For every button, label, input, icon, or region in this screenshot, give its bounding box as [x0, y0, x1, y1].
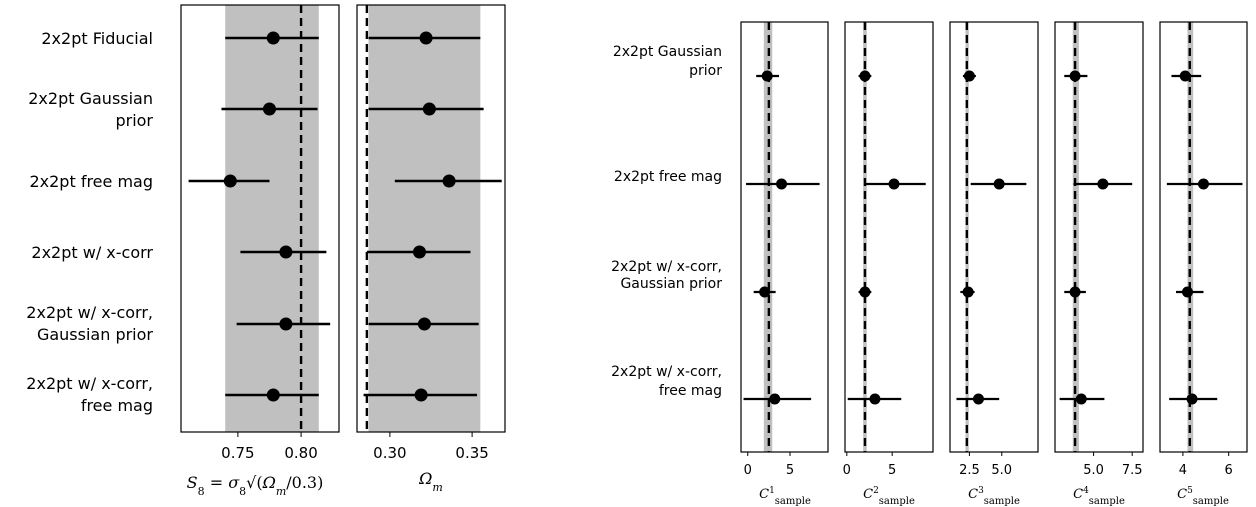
xlabel-c5: C5sample: [1177, 486, 1229, 507]
panel-7-frame: [1159, 21, 1248, 453]
panel-6-point-4: [1075, 393, 1087, 405]
panel-1-point-5: [279, 317, 293, 331]
right-row-labels: 2x2pt Gaussian prior 2x2pt free mag 2x2p…: [611, 44, 722, 399]
panel-2-tick-label-1: 0.30: [373, 444, 406, 462]
panel-2-band: [368, 5, 481, 432]
left-row-label-5b: Gaussian prior: [37, 325, 153, 344]
panel-2-point-3: [442, 174, 456, 188]
panel-4-point-3: [859, 286, 871, 298]
panel-6-point-2: [1097, 178, 1109, 190]
panel-2-point-2: [422, 102, 436, 116]
panel-4-point-2: [888, 178, 900, 190]
panel-3-frame: [740, 21, 829, 453]
xlabel-c4: C4sample: [1073, 486, 1125, 507]
panel-7-point-2: [1198, 178, 1209, 190]
panel-3-tick-label-2: 5: [786, 463, 794, 478]
panel-5-tick-label-1: 2.5: [959, 463, 980, 478]
panel-1-tick-label-2: 0.80: [284, 444, 317, 462]
panel-4-tick-label-2: 5: [888, 463, 896, 478]
panel-5-tick-label-2: 5.0: [991, 463, 1012, 478]
right-row-label-3a: 2x2pt w/ x-corr,: [611, 259, 722, 275]
panel-6-tick-label-2: 7.5: [1122, 463, 1143, 478]
panel-5-frame: [949, 21, 1039, 453]
panel-7-tick-label-1: 4: [1179, 463, 1187, 478]
panel-6-point-1: [1069, 70, 1081, 82]
panel-2-point-6: [414, 388, 428, 402]
right-row-label-4a: 2x2pt w/ x-corr,: [611, 364, 722, 380]
left-row-label-6a: 2x2pt w/ x-corr,: [26, 374, 153, 393]
panel-4-tick-label-1: 0: [843, 463, 851, 478]
panel-1-point-6: [266, 388, 280, 402]
chart-panels: 0.75 0.80 0.30 0.350 5 0 5 2.5 5.0 5.0 7.5 4 6: [180, 4, 1248, 478]
panel-3-point-3: [759, 286, 771, 298]
panel-7-point-1: [1179, 70, 1191, 82]
xlabel-s8: S8 = σ8√(Ωm/0.3): [187, 473, 324, 498]
panel-4-frame: [844, 21, 934, 453]
panel-3-point-4: [769, 393, 781, 405]
right-row-label-3b: Gaussian prior: [620, 276, 722, 292]
left-row-labels: 2x2pt Fiducial 2x2pt Gaussian prior 2x2p…: [26, 29, 153, 415]
panel-4-point-1: [859, 70, 871, 82]
xlabel-c1: C1sample: [759, 486, 811, 507]
left-row-label-5a: 2x2pt w/ x-corr,: [26, 303, 153, 322]
panel-1-point-4: [279, 245, 293, 259]
left-row-label-4a: 2x2pt w/ x-corr: [31, 243, 153, 262]
left-row-label-2a: 2x2pt Gaussian: [28, 89, 153, 108]
panel-3-point-2: [776, 178, 788, 190]
x-axis-labels: S8 = σ8√(Ωm/0.3) Ωm C1sample C2sample C3…: [187, 469, 1229, 507]
xlabel-c2: C2sample: [863, 486, 915, 507]
panel-4-point-4: [869, 393, 881, 405]
panel-7-point-3: [1181, 286, 1193, 298]
panel-2-frame: [356, 4, 506, 433]
left-row-label-1a: 2x2pt Fiducial: [41, 29, 153, 48]
right-row-label-1b: prior: [689, 63, 722, 79]
left-row-label-6b: free mag: [81, 396, 153, 415]
panel-2-point-4: [412, 245, 426, 259]
panel-3-tick-label-1: 0: [744, 463, 752, 478]
panel-6-point-3: [1069, 286, 1081, 298]
right-row-label-1a: 2x2pt Gaussian: [613, 44, 722, 60]
panel-5-point-2: [993, 178, 1005, 190]
panel-2-tick-label-2: 0.35: [455, 444, 488, 462]
right-row-label-2a: 2x2pt free mag: [614, 169, 722, 185]
panel-6-tick-label-1: 5.0: [1083, 463, 1104, 478]
xlabel-omega-m: Ωm: [418, 469, 443, 494]
panel-2-point-1: [419, 31, 433, 45]
panel-1: 0.75 0.80: [180, 4, 340, 462]
panel-1-tick-label-1: 0.75: [221, 444, 254, 462]
panel-5-point-4: [972, 393, 984, 405]
panel-7-point-4: [1186, 393, 1198, 405]
xlabel-c3: C3sample: [968, 486, 1020, 507]
left-row-label-2b: prior: [115, 111, 153, 130]
panel-5-point-1: [963, 70, 975, 82]
panel-1-point-3: [223, 174, 237, 188]
panel-5: 2.5 5.0: [949, 21, 1039, 478]
panel-6: 5.0 7.5: [1054, 21, 1144, 478]
panel-2: 0.30 0.35: [356, 4, 506, 462]
panel-2-point-5: [417, 317, 431, 331]
panel-1-point-2: [262, 102, 276, 116]
panel-7-tick-label-2: 6: [1225, 463, 1233, 478]
panel-1-point-1: [266, 31, 280, 45]
right-row-label-4b: free mag: [659, 383, 722, 399]
panel-1-frame: [180, 4, 340, 433]
panel-3-point-1: [761, 70, 773, 82]
panel-6-frame: [1054, 21, 1144, 453]
panel-5-point-3: [962, 286, 974, 298]
panel-1-band: [225, 5, 319, 432]
left-row-label-3a: 2x2pt free mag: [29, 172, 153, 191]
